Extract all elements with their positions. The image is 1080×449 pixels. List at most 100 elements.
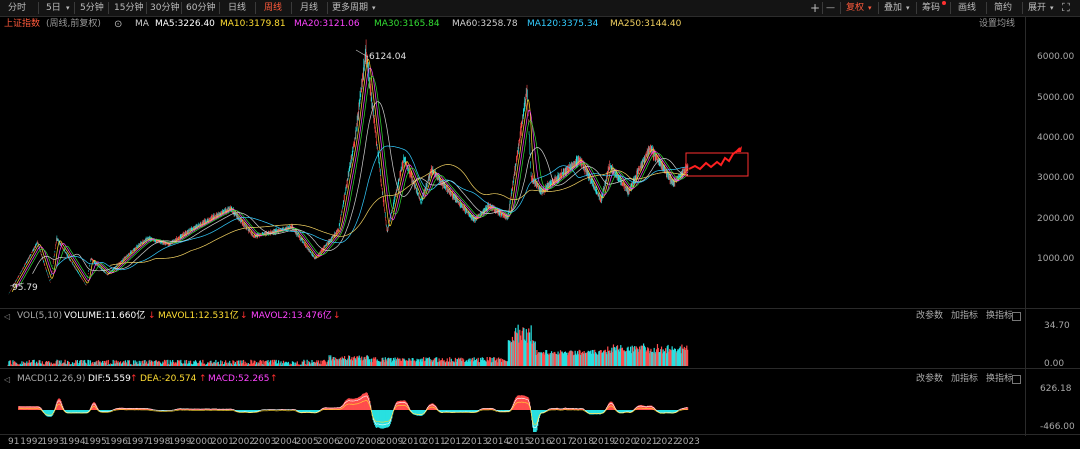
macd-bar <box>101 410 103 412</box>
macd-bar <box>316 410 318 413</box>
tab-more-periods[interactable]: 更多周期 <box>332 3 369 13</box>
zoom-out-button[interactable]: — <box>826 3 835 13</box>
macd-bar <box>52 410 54 415</box>
volume-bar <box>540 351 542 366</box>
tab-weekly[interactable]: 周线 <box>264 3 283 13</box>
huaxian-button[interactable]: 画线 <box>958 3 977 13</box>
volume-bar <box>294 364 296 366</box>
volume-bar <box>521 330 523 366</box>
volume-bar <box>159 362 162 366</box>
volume-bar <box>198 362 200 366</box>
macd-bar <box>406 403 408 410</box>
dropdown-arrow-icon[interactable]: ▾ <box>66 4 70 12</box>
volume-bar <box>495 359 497 366</box>
dropdown-arrow-icon[interactable]: ▾ <box>906 4 910 12</box>
change-params-link[interactable]: 改参数 <box>916 311 944 321</box>
macd-bar <box>676 410 678 412</box>
macd-bar <box>686 407 688 410</box>
close-panel-icon[interactable] <box>1012 312 1021 321</box>
macd-bar <box>30 406 32 410</box>
volume-bar <box>416 358 418 366</box>
dropdown-arrow-icon[interactable]: ▾ <box>868 4 872 12</box>
volume-bar <box>360 360 362 366</box>
close-panel-icon[interactable] <box>1012 375 1021 384</box>
macd-bar <box>556 407 558 410</box>
macd-bar <box>593 410 595 415</box>
volume-bar <box>19 363 21 366</box>
tab-fenshi[interactable]: 分时 <box>8 3 27 13</box>
volume-bar <box>212 362 215 366</box>
macd-bar <box>662 410 664 414</box>
tab-5min[interactable]: 5分钟 <box>80 3 104 13</box>
main-chart[interactable] <box>0 0 1025 436</box>
volume-bar <box>423 357 425 366</box>
volume-bar <box>376 359 378 366</box>
volume-bar <box>263 364 265 366</box>
macd-bar <box>333 407 335 410</box>
volume-bar <box>556 354 558 366</box>
volume-bar <box>469 361 471 366</box>
add-indicator-link[interactable]: 加指标 <box>951 311 979 321</box>
tab-daily[interactable]: 日线 <box>228 3 247 13</box>
volume-bar <box>150 360 153 366</box>
volume-bar <box>164 361 166 366</box>
volume-bar <box>518 342 520 366</box>
volume-bar <box>548 353 550 366</box>
volume-bar <box>592 349 594 366</box>
fullscreen-icon[interactable]: ⛶ <box>1062 1 1070 14</box>
volume-bar <box>505 360 507 366</box>
volume-bar <box>401 358 404 366</box>
macd-bar <box>488 408 490 410</box>
vol-label: VOL(5,10) <box>17 311 63 321</box>
volume-bar <box>355 359 357 366</box>
zoom-in-button[interactable]: + <box>810 1 821 15</box>
volume-bar <box>585 352 588 366</box>
zhankai-button[interactable]: 展开 <box>1028 3 1047 13</box>
volume-bar <box>86 364 88 366</box>
volume-bar <box>79 360 81 366</box>
diejia-button[interactable]: 叠加 <box>884 3 903 13</box>
macd-bar <box>29 406 31 410</box>
volume-bar <box>16 363 18 366</box>
macd-bar <box>634 407 637 410</box>
volume-bar <box>480 357 482 366</box>
jianyue-button[interactable]: 简约 <box>994 3 1013 13</box>
tab-monthly[interactable]: 月线 <box>300 3 319 13</box>
switch-indicator-link[interactable]: 换指标 <box>986 374 1014 384</box>
macd-bar <box>536 410 538 431</box>
volume-bar <box>515 332 518 366</box>
ma-settings-button[interactable]: 设置均线 <box>979 19 1016 29</box>
dropdown-arrow-icon[interactable]: ▾ <box>1050 4 1054 12</box>
change-params-link[interactable]: 改参数 <box>916 374 944 384</box>
tab-5day[interactable]: 5日 <box>46 3 61 13</box>
tab-60min[interactable]: 60分钟 <box>186 3 216 13</box>
volume-bar <box>546 350 548 366</box>
volume-bar <box>447 361 449 366</box>
volume-bar <box>352 357 355 366</box>
volume-bar <box>550 353 552 366</box>
volume-bar <box>530 325 532 366</box>
volume-bar <box>336 359 338 366</box>
volume-bar <box>218 364 220 366</box>
volume-bar <box>225 362 228 366</box>
volume-bar <box>158 360 160 366</box>
tab-30min[interactable]: 30分钟 <box>150 3 180 13</box>
volume-bar <box>572 351 574 366</box>
macd-bar <box>665 410 667 414</box>
fuquan-button[interactable]: 复权 <box>846 3 865 13</box>
year-tick: 1996 <box>105 437 128 447</box>
volume-bar <box>460 357 462 366</box>
dropdown-arrow-icon[interactable]: ▾ <box>372 4 376 12</box>
add-indicator-link[interactable]: 加指标 <box>951 374 979 384</box>
volume-bar <box>295 362 297 366</box>
macd-bar <box>543 410 545 413</box>
lock-icon[interactable]: ⊙ <box>114 19 123 30</box>
volume-bar <box>476 360 479 366</box>
tab-15min[interactable]: 15分钟 <box>114 3 144 13</box>
choumai-button[interactable]: 筹码 <box>922 3 941 13</box>
volume-bar <box>482 357 484 366</box>
volume-bar <box>295 363 298 366</box>
switch-indicator-link[interactable]: 换指标 <box>986 311 1014 321</box>
macd-bar <box>680 408 682 410</box>
volume-bar <box>159 361 161 366</box>
